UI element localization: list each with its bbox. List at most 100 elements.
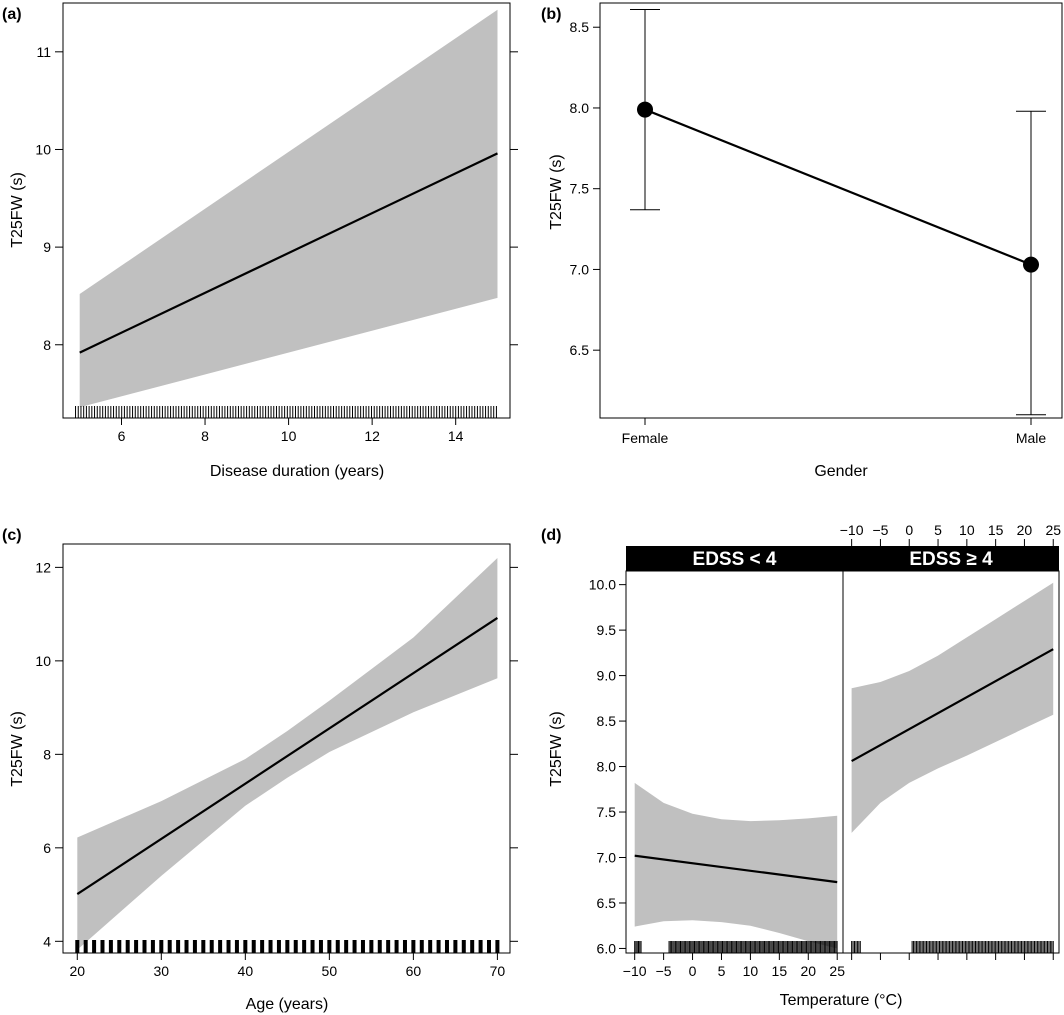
panel-c-xtick-label: 40 [238,963,254,979]
panel-c-xtick-label: 50 [322,963,338,979]
panel-c-rug-tick [310,940,315,953]
panel-c-rug-tick [83,940,88,953]
panel-b-point [1023,256,1039,273]
panel-c-ci-band [77,558,498,950]
panel-c-rug-tick [159,940,164,953]
panel-b-xtick-label: Male [1016,430,1047,446]
panel-c-rug-tick [302,940,307,953]
panel-b-frame [599,2,1063,419]
panel-c-rug-tick [176,940,181,953]
panel-d-ytick-label: 6.0 [597,940,617,956]
panel-c-rug-tick [478,940,483,953]
panel-a-ytick-label: 10 [35,141,51,157]
panel-c-rug-tick [75,940,80,953]
panel-c-rug-tick [377,940,382,953]
panel-c-ytick-label: 10 [35,653,51,669]
panel-c-ylabel: T25FW (s) [9,711,26,787]
panel-c-rug-tick [201,940,206,953]
panel-d-xtick-top-label: 25 [1045,522,1061,538]
panel-a-label: (a) [2,6,22,23]
panel-b-ytick-label: 7.0 [570,261,590,277]
panel-a-ylabel: T25FW (s) [9,172,26,248]
panel-a-ytick-label: 11 [36,44,51,60]
panel-d-xtick-label: 25 [829,963,845,979]
panel-b-ytick-label: 7.5 [570,181,590,197]
panel-d-xtick-label: −5 [656,963,672,979]
panel-d-xtick-label: 5 [718,963,726,979]
panel-a-xtick-label: 14 [448,428,464,444]
panel-d-ytick-label: 7.0 [597,850,617,866]
panel-a-ci-band [79,9,498,408]
panel-c-rug-tick [117,940,122,953]
panel-d-xtick-top-label: 20 [1017,522,1033,538]
panel-c-rug-tick [360,940,365,953]
panel-d-xlabel: Temperature (°C) [780,992,903,1009]
panel-c-rug-tick [394,940,399,953]
panel-c-rug-tick [92,940,97,953]
panel-c-xtick-label: 30 [154,963,170,979]
panel-d-xtick-label: 0 [689,963,697,979]
panel-c-rug-tick [218,940,223,953]
panel-c-rug-tick [335,940,340,953]
panel-c-rug-tick [209,940,214,953]
panel-c-rug-tick [436,940,441,953]
panel-c-rug-tick [167,940,172,953]
panel-b-ylabel: T25FW (s) [548,154,565,230]
panel-c-rug-tick [386,940,391,953]
panel-c-rug-tick [327,940,332,953]
panel-c-rug-tick [369,940,374,953]
panel-d-label: (d) [541,527,561,544]
panel-c-rug-tick [142,940,147,953]
panel-c-rug-tick [352,940,357,953]
panel-c-rug-tick [134,940,139,953]
panel-c-rug-tick [470,940,475,953]
panel-d-xtick-top-label: 10 [959,522,975,538]
panel-d-ytick-label: 7.5 [597,804,617,820]
panel-b-connect-line [644,108,1032,266]
panel-d-xtick-top-label: 5 [934,522,942,538]
panel-b-ytick-label: 8.5 [570,19,590,35]
panel-d-ytick-label: 6.5 [597,895,617,911]
panel-c-xlabel: Age (years) [246,996,329,1013]
panel-c-rug-tick [226,940,231,953]
panel-b-xlabel: Gender [814,463,868,480]
panel-c-rug-tick [402,940,407,953]
panel-c-rug-tick [411,940,416,953]
panel-c-rug-tick [243,940,248,953]
panel-b-ytick-label: 6.5 [570,342,590,358]
panel-d-xtick-label: 20 [800,963,816,979]
panel-c-label: (c) [2,527,22,544]
panel-c-rug-tick [285,940,290,953]
panel-d-ci-band [851,582,1054,833]
panel-d-ytick-label: 9.5 [597,622,617,638]
panel-c-rug-tick [192,940,197,953]
panel-c-rug-tick [260,940,265,953]
panel-a-xlabel: Disease duration (years) [210,463,384,480]
panel-d-xtick-top-label: 15 [988,522,1004,538]
panel-c-ytick-label: 8 [43,746,51,762]
panel-d-xtick-top-label: 0 [905,522,913,538]
panel-c-rug-tick [276,940,281,953]
panel-b-point [637,101,653,118]
panel-c-rug-tick [184,940,189,953]
panel-b-ytick-label: 8.0 [570,100,590,116]
panel-a-xtick-label: 8 [201,428,209,444]
panel-c-rug-tick [150,940,155,953]
panel-c-fit-line [76,616,499,896]
panel-c-rug-tick [495,940,500,953]
panel-c-xtick-label: 60 [406,963,422,979]
panel-c-rug-tick [428,940,433,953]
panel-c-rug-tick [318,940,323,953]
panel-d-strip-label: EDSS < 4 [693,549,777,570]
panel-c-rug-tick [444,940,449,953]
panel-d-ci-band [634,782,838,949]
panel-d-xtick-top-label: −5 [872,522,888,538]
panel-c-rug-tick [453,940,458,953]
panel-d-xtick-label: 10 [743,963,759,979]
panel-a-ytick-label: 9 [43,239,51,255]
panel-c-rug-tick [125,940,130,953]
panel-c-rug-tick [100,940,105,953]
panel-d-xtick-label: 15 [772,963,788,979]
panel-d-ytick-label: 8.0 [597,759,617,775]
panel-a-ytick-label: 8 [43,337,51,353]
